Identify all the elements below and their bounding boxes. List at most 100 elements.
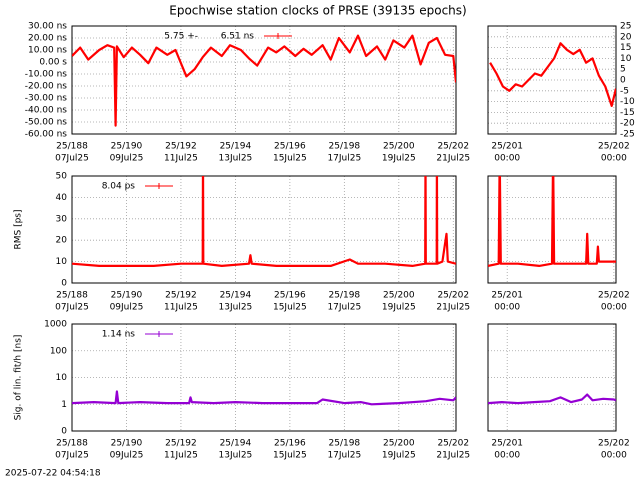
y-tick-label: 50 bbox=[56, 172, 68, 182]
y-tick-label: 10 bbox=[56, 257, 68, 267]
x-tick-label: 15Jul25 bbox=[273, 154, 307, 164]
x-tick-label: 25/196 bbox=[274, 439, 306, 449]
y-tick-label: 0.00 s bbox=[39, 58, 67, 68]
plot-border bbox=[71, 175, 457, 284]
x-tick-label: 09Jul25 bbox=[110, 154, 144, 164]
x-tick-label: 21Jul25 bbox=[436, 154, 470, 164]
legend-label: 6.51 ns bbox=[221, 32, 255, 42]
x-tick-label: 15Jul25 bbox=[273, 451, 307, 461]
x-tick-label: 25/192 bbox=[165, 291, 197, 301]
y-tick-label: 1000 bbox=[44, 320, 67, 330]
x-tick-label: 00:00 bbox=[601, 451, 627, 461]
y-tick-label: 0 bbox=[61, 279, 67, 289]
x-tick-label: 25/194 bbox=[220, 439, 252, 449]
x-tick-label: 19Jul25 bbox=[382, 154, 416, 164]
y-tick-label: 100 bbox=[50, 346, 67, 356]
x-tick-label: 00:00 bbox=[601, 154, 627, 164]
x-tick-label: 13Jul25 bbox=[219, 451, 253, 461]
x-tick-label: 00:00 bbox=[494, 154, 520, 164]
data-line bbox=[72, 390, 456, 406]
x-tick-label: 25/198 bbox=[329, 439, 361, 449]
x-tick-label: 11Jul25 bbox=[164, 303, 198, 313]
y-tick-label: -60.00 ns bbox=[25, 130, 68, 140]
x-tick-label: 25/200 bbox=[383, 439, 415, 449]
x-tick-label: 25/190 bbox=[111, 291, 143, 301]
y-tick-label: 20 bbox=[620, 32, 632, 42]
x-tick-label: 25/202 bbox=[598, 142, 630, 152]
legend-marker bbox=[156, 183, 162, 189]
x-tick-label: 25/198 bbox=[329, 142, 361, 152]
y-tick-label: 10 bbox=[56, 373, 68, 383]
annotation: 5.75 +- bbox=[164, 32, 198, 42]
x-tick-label: 13Jul25 bbox=[219, 303, 253, 313]
y-tick-label: 30.00 ns bbox=[28, 22, 67, 32]
x-tick-label: 25/188 bbox=[56, 142, 88, 152]
y-tick-label: 5 bbox=[620, 65, 626, 75]
legend-label: 1.14 ns bbox=[102, 330, 136, 340]
x-tick-label: 25/202 bbox=[437, 291, 469, 301]
y-tick-label: 25 bbox=[620, 22, 631, 32]
y-tick-label: 30 bbox=[56, 214, 68, 224]
x-tick-label: 11Jul25 bbox=[164, 154, 198, 164]
x-tick-label: 25/202 bbox=[598, 291, 630, 301]
chart-title: Epochwise station clocks of PRSE (39135 … bbox=[169, 4, 466, 18]
x-tick-label: 25/192 bbox=[165, 142, 197, 152]
x-tick-label: 25/198 bbox=[329, 291, 361, 301]
x-tick-label: 00:00 bbox=[494, 451, 520, 461]
x-tick-label: 19Jul25 bbox=[382, 303, 416, 313]
x-tick-label: 25/200 bbox=[383, 291, 415, 301]
y-tick-label: -10.00 ns bbox=[25, 70, 68, 80]
x-tick-label: 21Jul25 bbox=[436, 451, 470, 461]
x-tick-label: 25/188 bbox=[56, 439, 88, 449]
x-tick-label: 17Jul25 bbox=[327, 451, 361, 461]
x-tick-label: 09Jul25 bbox=[110, 303, 144, 313]
x-tick-label: 17Jul25 bbox=[327, 154, 361, 164]
y-tick-label: -30.00 ns bbox=[25, 94, 68, 104]
x-tick-label: 11Jul25 bbox=[164, 451, 198, 461]
y-tick-label: 10 bbox=[620, 54, 632, 64]
y-tick-label: -5 bbox=[620, 86, 629, 96]
y-tick-label: -10 bbox=[620, 97, 635, 107]
legend-marker bbox=[275, 33, 281, 39]
data-line bbox=[489, 42, 616, 107]
plot-border bbox=[487, 323, 617, 432]
x-tick-label: 25/194 bbox=[220, 142, 252, 152]
data-line bbox=[488, 176, 616, 267]
y-tick-label: 20.00 ns bbox=[28, 34, 67, 44]
plot-border bbox=[487, 25, 617, 135]
x-tick-label: 21Jul25 bbox=[436, 303, 470, 313]
y-tick-label: -15 bbox=[620, 108, 635, 118]
x-tick-label: 07Jul25 bbox=[55, 303, 89, 313]
x-tick-label: 25/202 bbox=[598, 439, 630, 449]
timestamp: 2025-07-22 04:54:18 bbox=[5, 469, 101, 479]
x-tick-label: 13Jul25 bbox=[219, 154, 253, 164]
x-tick-label: 25/188 bbox=[56, 291, 88, 301]
x-tick-label: 15Jul25 bbox=[273, 303, 307, 313]
y-tick-label: -20.00 ns bbox=[25, 82, 68, 92]
y-axis-label: Sig. of lin. fit/h [ns] bbox=[14, 335, 24, 421]
x-tick-label: 25/201 bbox=[491, 439, 523, 449]
y-axis-label: RMS [ps] bbox=[14, 209, 24, 249]
x-tick-label: 17Jul25 bbox=[327, 303, 361, 313]
y-tick-label: 0 bbox=[61, 427, 67, 437]
y-tick-label: 1 bbox=[61, 400, 67, 410]
x-tick-label: 25/192 bbox=[165, 439, 197, 449]
x-tick-label: 00:00 bbox=[494, 303, 520, 313]
legend-marker bbox=[156, 331, 162, 337]
x-tick-label: 09Jul25 bbox=[110, 451, 144, 461]
x-tick-label: 25/202 bbox=[437, 439, 469, 449]
data-line bbox=[72, 176, 456, 267]
data-line bbox=[72, 34, 456, 127]
y-tick-label: 0 bbox=[620, 76, 626, 86]
x-tick-label: 25/190 bbox=[111, 142, 143, 152]
x-tick-label: 25/201 bbox=[491, 142, 523, 152]
y-tick-label: 15 bbox=[620, 43, 631, 53]
legend-label: 8.04 ps bbox=[102, 182, 136, 192]
x-tick-label: 07Jul25 bbox=[55, 451, 89, 461]
x-tick-label: 25/202 bbox=[437, 142, 469, 152]
y-tick-label: 10.00 ns bbox=[28, 46, 67, 56]
x-tick-label: 00:00 bbox=[601, 303, 627, 313]
x-tick-label: 25/190 bbox=[111, 439, 143, 449]
data-line bbox=[488, 393, 616, 405]
